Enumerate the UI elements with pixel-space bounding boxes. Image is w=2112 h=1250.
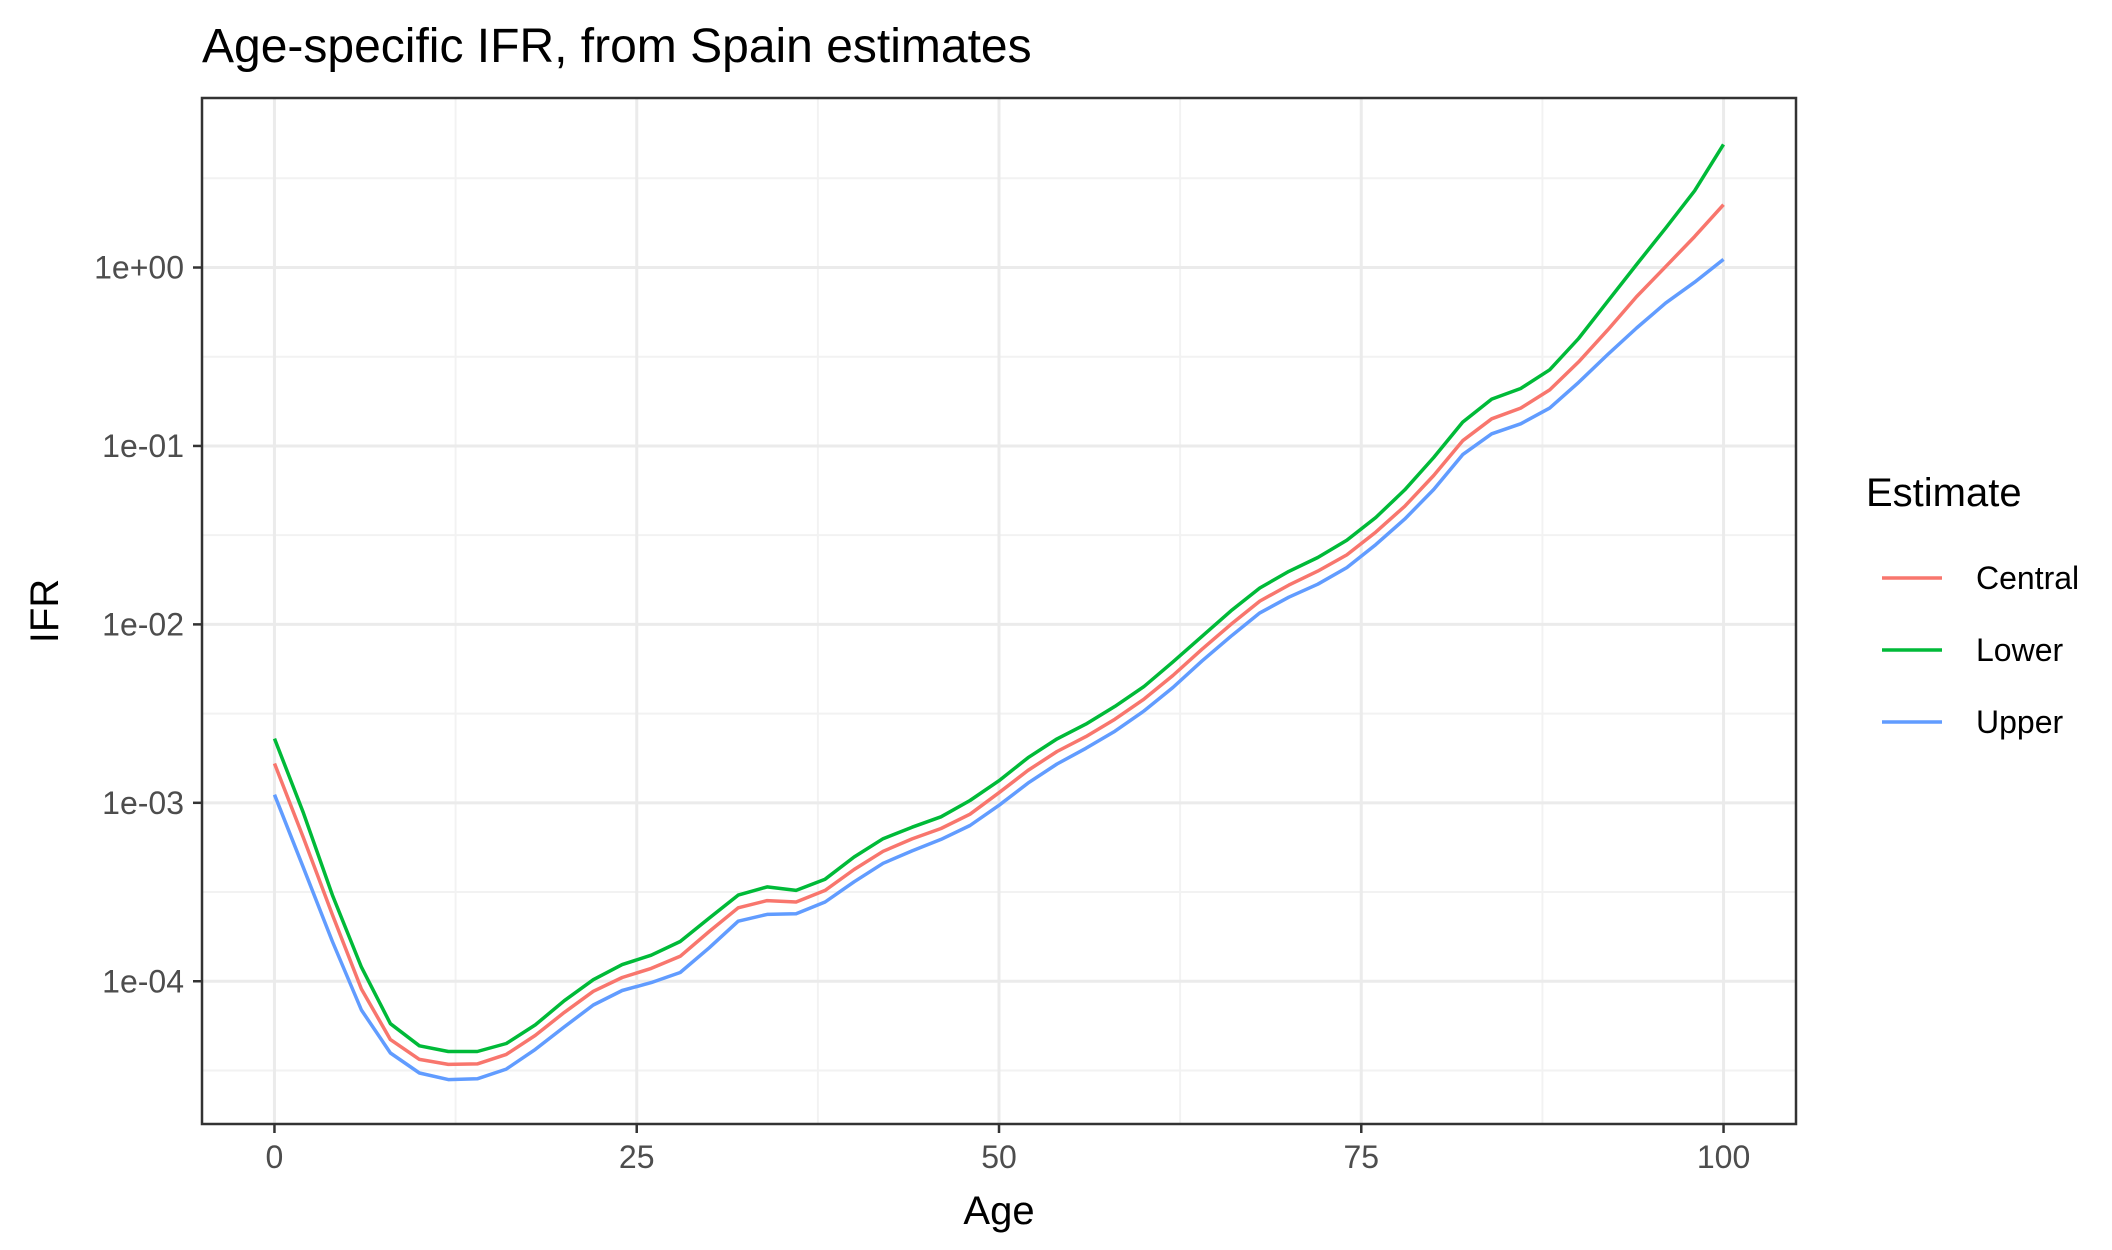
legend-entries: Central Lower Upper	[1882, 560, 2079, 740]
x-tick-label: 75	[1343, 1139, 1379, 1175]
axis-layer: 0 25 50 75 100 1e-04 1e-03 1e-02 1e-01 1e+00	[94, 250, 1750, 1175]
x-tick-label: 0	[266, 1139, 284, 1175]
series-line-lower	[272, 143, 1725, 1054]
y-tick-label: 1e-02	[102, 606, 184, 642]
x-tick-label: 25	[619, 1139, 655, 1175]
legend-label-central: Central	[1976, 560, 2079, 596]
legend: Estimate Central Lower Upper	[1866, 471, 2079, 740]
x-axis-title: Age	[963, 1189, 1034, 1233]
chart-title: Age-specific IFR, from Spain estimates	[202, 20, 1032, 73]
series-line-upper	[272, 258, 1725, 1082]
legend-item-lower: Lower	[1882, 632, 2064, 668]
series-layer	[272, 143, 1725, 1082]
legend-title: Estimate	[1866, 471, 2022, 515]
y-tick-label: 1e-01	[102, 428, 184, 464]
legend-label-upper: Upper	[1976, 704, 2064, 740]
y-tick-label: 1e+00	[94, 250, 184, 286]
y-axis-title: IFR	[23, 579, 67, 643]
x-tick-label: 100	[1697, 1139, 1750, 1175]
x-tick-label: 50	[981, 1139, 1017, 1175]
legend-label-lower: Lower	[1976, 632, 2064, 668]
grid-layer	[202, 98, 1796, 1124]
legend-item-central: Central	[1882, 560, 2079, 596]
y-tick-label: 1e-04	[102, 963, 184, 999]
y-tick-label: 1e-03	[102, 785, 184, 821]
legend-item-upper: Upper	[1882, 704, 2064, 740]
series-line-central	[272, 203, 1725, 1067]
